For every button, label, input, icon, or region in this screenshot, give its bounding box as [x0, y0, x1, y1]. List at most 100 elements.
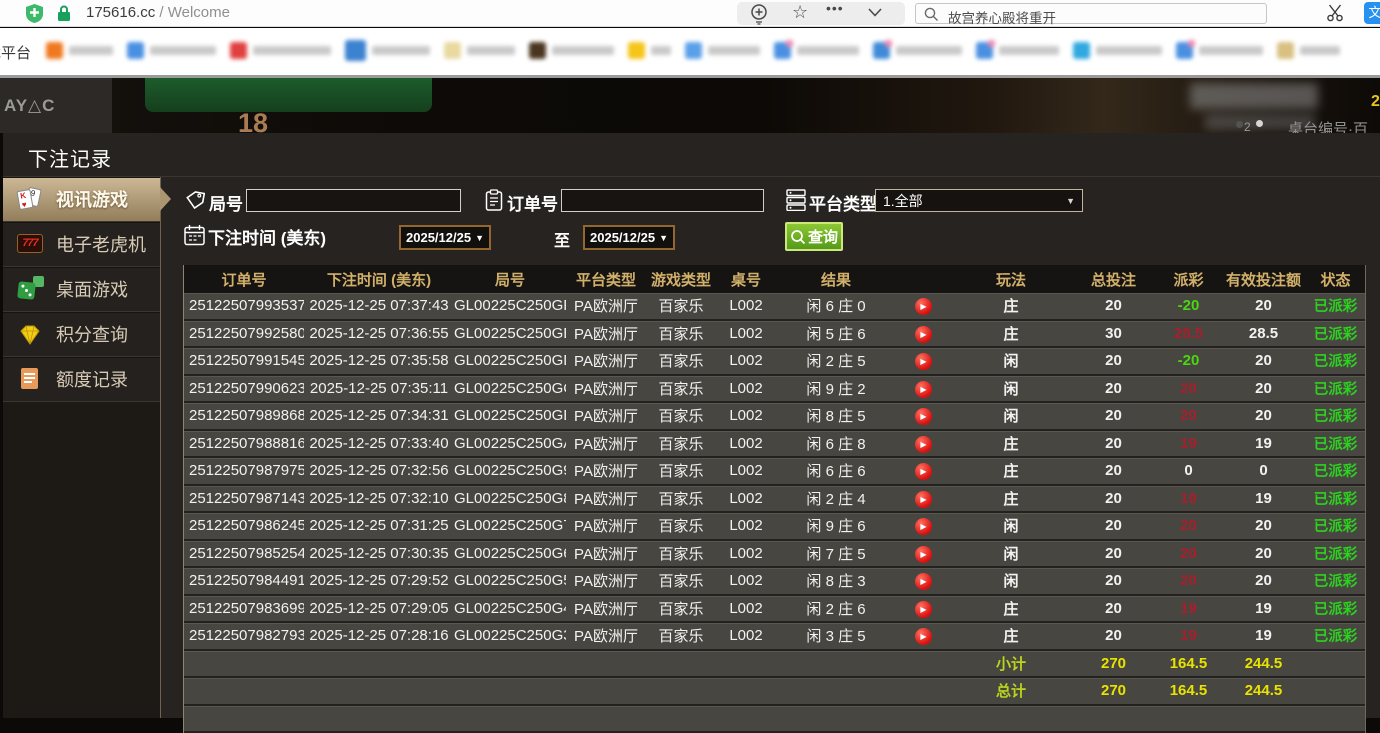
replay-button[interactable]: ▶: [915, 546, 932, 563]
replay-button[interactable]: ▶: [915, 601, 932, 618]
search-input[interactable]: 故宫养心殿将重开: [915, 3, 1267, 24]
cell-round-id: GL00225C250G4: [454, 600, 566, 617]
cell-status: 已派彩: [1306, 295, 1365, 316]
replay-button[interactable]: ▶: [915, 491, 932, 508]
chevron-down-icon[interactable]: [868, 8, 882, 17]
replay-button[interactable]: ▶: [915, 298, 932, 315]
date-from-button[interactable]: 2025/12/25▼: [399, 225, 491, 250]
bookmark-item[interactable]: [976, 42, 1059, 59]
table-body: 251225079935373 2025-12-25 07:37:43 GL00…: [184, 293, 1365, 651]
betting-records-table: 订单号 下注时间 (美东) 局号 平台类型 游戏类型 桌号 结果 玩法 总投注 …: [183, 265, 1366, 733]
bookmark-item[interactable]: [685, 42, 760, 59]
date-to-button[interactable]: 2025/12/25▼: [583, 225, 675, 250]
adblock-shield-icon[interactable]: [26, 4, 43, 23]
replay-button[interactable]: ▶: [915, 573, 932, 590]
header-bet-type: 玩法: [951, 269, 1071, 290]
cell-status: 已派彩: [1306, 570, 1365, 591]
cell-table-no: L002: [716, 545, 776, 562]
empty-row: [184, 706, 1365, 733]
cell-platform: PA欧洲厅: [566, 598, 646, 619]
cell-order-number: 251225079827937: [184, 627, 304, 644]
replay-button[interactable]: ▶: [915, 408, 932, 425]
translate-icon[interactable]: 文: [1364, 2, 1380, 24]
cell-valid-bet: 19: [1221, 435, 1306, 452]
cell-status: 已派彩: [1306, 625, 1365, 646]
sidebar-item-slots[interactable]: 777 电子老虎机: [3, 222, 160, 267]
replay-button[interactable]: ▶: [915, 628, 932, 645]
bookmark-item[interactable]: [444, 42, 515, 59]
replay-button[interactable]: ▶: [915, 381, 932, 398]
table-row: 251225079898686 2025-12-25 07:34:31 GL00…: [184, 403, 1365, 431]
cell-game-type: 百家乐: [646, 378, 716, 399]
table-row: 251225079906234 2025-12-25 07:35:11 GL00…: [184, 376, 1365, 404]
calendar-icon: [184, 224, 205, 246]
cell-result: 闲 2 庄 5: [776, 350, 896, 371]
reader-zoom-icon[interactable]: [749, 3, 769, 25]
cell-bet-type: 闲: [951, 515, 1071, 536]
cell-total-bet: 20: [1071, 490, 1156, 507]
bookmark-item[interactable]: [345, 40, 430, 61]
cell-payout: 20: [1156, 380, 1221, 397]
platform-type-label: 平台类型: [809, 190, 877, 215]
bookmark-item[interactable]: [230, 42, 331, 59]
subtotal-row: 小计 270 164.5 244.5: [184, 651, 1365, 679]
bookmark-item[interactable]: [873, 42, 962, 59]
table-row: 251225079852543 2025-12-25 07:30:35 GL00…: [184, 541, 1365, 569]
small-number: 2: [1244, 120, 1251, 134]
bookmark-item[interactable]: [1277, 42, 1340, 59]
order-number-input[interactable]: [561, 189, 764, 212]
platform-type-select[interactable]: 1.全部 ▼: [875, 189, 1083, 212]
bookmark-item[interactable]: [1073, 42, 1162, 59]
bookmark-label-blur: [552, 46, 614, 55]
cell-result: 闲 7 庄 5: [776, 543, 896, 564]
bookmark-item[interactable]: [127, 42, 216, 59]
search-icon: [924, 7, 939, 22]
bookmark-item[interactable]: [529, 42, 614, 59]
scissors-icon[interactable]: [1326, 4, 1346, 23]
menu-ellipsis-icon[interactable]: •••: [826, 0, 844, 16]
round-number-input[interactable]: [246, 189, 461, 212]
cell-game-type: 百家乐: [646, 570, 716, 591]
table-header-row: 订单号 下注时间 (美东) 局号 平台类型 游戏类型 桌号 结果 玩法 总投注 …: [184, 265, 1365, 293]
cell-platform: PA欧洲厅: [566, 433, 646, 454]
replay-button[interactable]: ▶: [915, 463, 932, 480]
cell-order-number: 251225079879754: [184, 462, 304, 479]
sidebar-item-points-query[interactable]: 积分查询: [3, 312, 160, 357]
cell-order-number: 251225079925809: [184, 325, 304, 342]
cell-round-id: GL00225C250GF: [454, 297, 566, 314]
bookmark-item[interactable]: [46, 42, 113, 59]
total-payout: 164.5: [1156, 682, 1221, 699]
bookmark-item[interactable]: [628, 42, 671, 59]
bookmark-item[interactable]: [774, 42, 859, 59]
replay-button[interactable]: ▶: [915, 436, 932, 453]
query-button[interactable]: 查询: [785, 222, 843, 251]
cell-table-no: L002: [716, 490, 776, 507]
ssl-lock-icon[interactable]: [57, 5, 71, 22]
bookmark-star-icon[interactable]: ☆: [792, 2, 808, 23]
address-bar-url[interactable]: 175616.cc / Welcome: [86, 4, 230, 21]
replay-button[interactable]: ▶: [915, 353, 932, 370]
cell-bet-type: 庄: [951, 323, 1071, 344]
cell-payout: 19: [1156, 490, 1221, 507]
total-valid: 244.5: [1221, 682, 1306, 699]
replay-button[interactable]: ▶: [915, 518, 932, 535]
cell-table-no: L002: [716, 352, 776, 369]
bookmark-item[interactable]: [1176, 42, 1263, 59]
cell-status: 已派彩: [1306, 460, 1365, 481]
bookmark-partial-label[interactable]: 戏平台: [0, 42, 31, 63]
bookmark-favicon: [628, 42, 645, 59]
cell-bet-time: 2025-12-25 07:37:43: [304, 297, 454, 314]
cell-table-no: L002: [716, 572, 776, 589]
subtotal-valid: 244.5: [1221, 655, 1306, 672]
header-round: 局号: [454, 269, 566, 290]
sidebar-item-table-games[interactable]: 桌面游戏: [3, 267, 160, 312]
replay-button[interactable]: ▶: [915, 326, 932, 343]
cell-bet-time: 2025-12-25 07:36:55: [304, 325, 454, 342]
cell-bet-time: 2025-12-25 07:32:56: [304, 462, 454, 479]
bookmark-label-blur: [69, 46, 113, 55]
sidebar-item-credit-records[interactable]: 额度记录: [3, 357, 160, 402]
cell-game-type: 百家乐: [646, 625, 716, 646]
gem-icon: [17, 321, 44, 348]
cell-game-type: 百家乐: [646, 488, 716, 509]
